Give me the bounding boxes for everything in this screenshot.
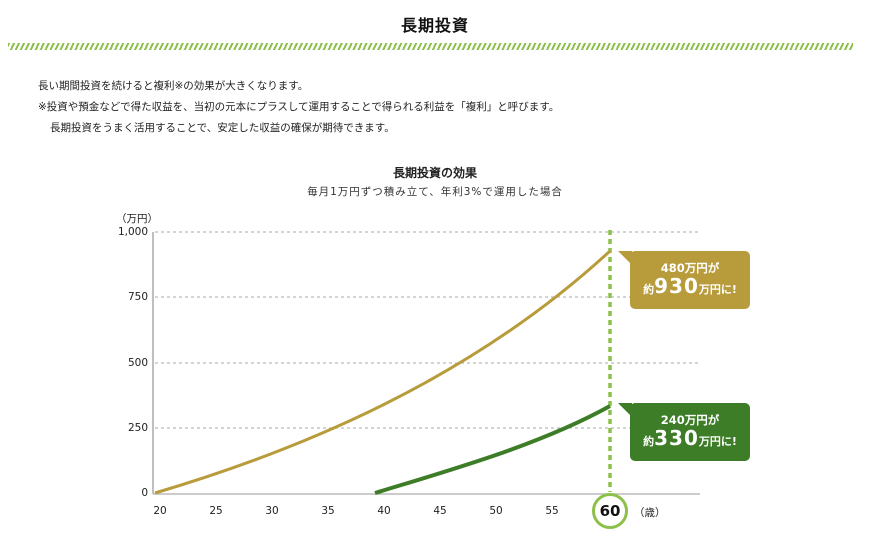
x-tick-label: 25	[209, 505, 223, 517]
callout-gold: 480万円が 約930万円に!	[618, 251, 750, 309]
callout-prefix: 約	[643, 283, 655, 296]
callout-result: 約330万円に!	[630, 427, 750, 453]
callout-principal: 480万円が	[660, 261, 720, 275]
callout-value: 330	[654, 426, 699, 450]
green-series-line	[374, 404, 611, 495]
x-tick-label: 45	[433, 505, 447, 517]
callout-prefix: 約	[643, 435, 655, 448]
title-underline-stripe	[8, 43, 853, 50]
x-tick-label: 40	[377, 505, 391, 517]
y-axis-unit: （万円）	[116, 213, 158, 225]
x-tick-label: 35	[321, 505, 335, 517]
x-tick-label: 20	[153, 505, 167, 517]
callout-suffix: 万円に!	[698, 283, 737, 296]
intro-note-line: ※投資や預金などで得た収益を、当初の元本にプラスして運用することで得られる利益を…	[38, 101, 560, 113]
page-title: 長期投資	[400, 16, 469, 35]
callout-principal: 240万円が	[660, 413, 720, 427]
callout-suffix: 万円に!	[698, 435, 737, 448]
callout-result: 約930万円に!	[630, 275, 750, 301]
y-tick-label: 1,000	[117, 226, 148, 238]
y-tick-label: 500	[127, 357, 148, 369]
intro-line: 長い期間投資を続けると複利※の効果が大きくなります。	[38, 80, 309, 92]
callout-value: 930	[654, 274, 699, 298]
y-tick-label: 750	[127, 291, 148, 303]
chart-subtitle: 毎月1万円ずつ積み立て、年利3%で運用した場合	[307, 186, 563, 198]
gold-series-line	[154, 249, 612, 495]
grid-lines	[155, 231, 700, 429]
y-tick-label: 0	[141, 487, 148, 499]
age-60-highlight-badge: 60	[592, 493, 628, 529]
x-tick-label: 55	[545, 505, 559, 517]
x-axis-unit: （歳）	[634, 507, 666, 519]
intro-line: 長期投資をうまく活用することで、安定した収益の確保が期待できます。	[50, 122, 395, 134]
callout-green: 240万円が 約330万円に!	[618, 403, 750, 461]
y-tick-label: 250	[127, 422, 148, 434]
x-tick-label: 50	[489, 505, 503, 517]
chart-title: 長期投資の効果	[392, 166, 477, 180]
intro-text: 長い期間投資を続けると複利※の効果が大きくなります。 ※投資や預金などで得た収益…	[38, 76, 559, 139]
x-tick-label: 30	[265, 505, 279, 517]
